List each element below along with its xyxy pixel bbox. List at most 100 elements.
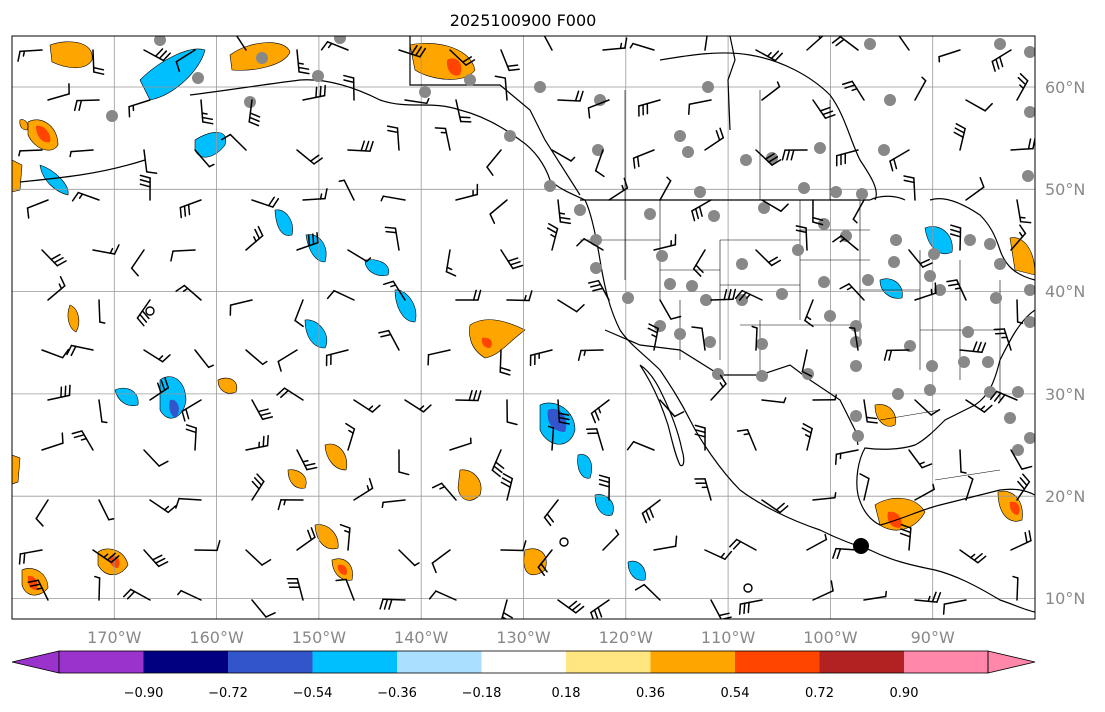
anomaly-patch: [446, 58, 462, 76]
wind-barb: [710, 288, 737, 301]
wind-barb: [755, 249, 782, 267]
anomaly-patch: [304, 319, 327, 349]
wind-barb: [704, 36, 708, 51]
lat-tick-label: 30°N: [1045, 385, 1085, 404]
wind-barb: [529, 349, 553, 367]
wind-barb: [92, 49, 105, 75]
wind-barb: [859, 473, 870, 501]
colorbar-tick-label: −0.54: [293, 686, 333, 701]
wind-barb: [949, 224, 962, 251]
wind-barb: [557, 299, 585, 313]
wind-barb: [149, 499, 177, 514]
colorbar-tick-label: −0.72: [208, 686, 248, 701]
colorbar-extend-min: [11, 650, 60, 674]
colorbar-tick-label: 0.54: [721, 686, 750, 701]
wind-barb: [734, 289, 763, 301]
wind-barb: [229, 299, 253, 316]
wind-barb: [801, 423, 813, 451]
lat-tick-label: 40°N: [1045, 282, 1085, 301]
wind-barb: [73, 99, 100, 112]
lon-tick-label: 150°W: [292, 628, 347, 647]
wind-barb: [883, 349, 910, 361]
wind-barb: [835, 149, 859, 167]
wind-barb: [338, 179, 355, 201]
wind-barb: [751, 325, 758, 351]
wind-barb: [347, 140, 374, 152]
wind-barb: [139, 174, 151, 201]
wind-barb: [455, 289, 482, 301]
lon-tick-label: 170°W: [87, 628, 142, 647]
wind-barb: [738, 599, 763, 615]
wind-barb: [914, 591, 942, 603]
wind-barb: [587, 99, 610, 119]
colorbar-tick-label: −0.36: [377, 686, 417, 701]
wind-barb: [903, 175, 916, 201]
wind-barb: [953, 123, 966, 151]
anomaly-patch: [12, 159, 23, 193]
wind-barb: [914, 399, 941, 416]
wind-barb: [296, 149, 323, 165]
wind-barb: [320, 41, 349, 51]
anomaly-patch: [337, 564, 348, 575]
lat-tick-label: 20°N: [1045, 487, 1085, 506]
wind-barb: [326, 289, 355, 301]
wind-barb: [691, 199, 712, 222]
wind-barb: [965, 475, 974, 501]
wind-barb: [638, 99, 661, 117]
lat-tick-label: 60°N: [1045, 78, 1085, 97]
wind-barb: [585, 428, 604, 451]
wind-barb: [245, 549, 272, 566]
wind-barb: [908, 449, 933, 469]
wind-barb: [942, 599, 967, 615]
colorbar-segment: [143, 651, 228, 673]
wind-barb: [736, 428, 757, 451]
wind-barb: [245, 434, 269, 451]
wind-barb: [335, 578, 355, 601]
wind-barb: [200, 99, 214, 125]
wind-barb: [379, 598, 406, 610]
wind-barb: [1016, 199, 1032, 224]
colorbar-segment: [228, 651, 313, 673]
wind-barb: [175, 284, 202, 301]
anomaly-patch: [577, 454, 592, 479]
wind-barb: [235, 36, 247, 51]
wind-barb: [629, 42, 655, 51]
anomaly-patch: [159, 376, 187, 419]
wind-barb: [143, 149, 158, 174]
colorbar-tick-label: 0.18: [552, 686, 581, 701]
wind-barb: [248, 99, 261, 127]
wind-barb: [194, 149, 215, 168]
wind-barb: [729, 538, 757, 551]
wind-barb: [500, 49, 520, 72]
lon-tick-labels: 170°W 160°W 150°W 140°W 130°W 120°W 110°…: [87, 628, 955, 647]
wind-barb: [626, 440, 655, 451]
wind-barb: [277, 499, 304, 511]
wind-barb: [302, 84, 326, 101]
wind-barb: [863, 590, 887, 601]
anomaly-patch: [39, 164, 69, 196]
wind-barb: [296, 449, 318, 471]
wind-barb: [434, 127, 451, 151]
wind-barb: [687, 99, 712, 115]
lat-tick-label: 10°N: [1045, 589, 1085, 608]
colorbar-tick-label: 0.90: [890, 686, 919, 701]
map-area: [12, 36, 1035, 619]
wind-barb: [506, 399, 518, 426]
wind-barb: [380, 195, 406, 202]
colorbar-segment: [59, 651, 144, 673]
wind-barb: [587, 279, 610, 301]
wind-barb: [41, 348, 70, 359]
wind-barb: [449, 49, 476, 66]
wind-barb: [428, 590, 457, 601]
wind-barb: [47, 384, 71, 401]
wind-barb: [801, 349, 813, 377]
wind-barb: [557, 599, 585, 614]
wind-barb: [41, 432, 64, 451]
wind-barb: [839, 283, 865, 301]
wind-barb: [576, 238, 604, 251]
wind-barb: [1016, 73, 1029, 101]
wind-barb: [296, 527, 316, 551]
wind-barb: [634, 583, 661, 601]
lon-tick-label: 140°W: [394, 628, 449, 647]
wind-barb: [251, 196, 280, 208]
